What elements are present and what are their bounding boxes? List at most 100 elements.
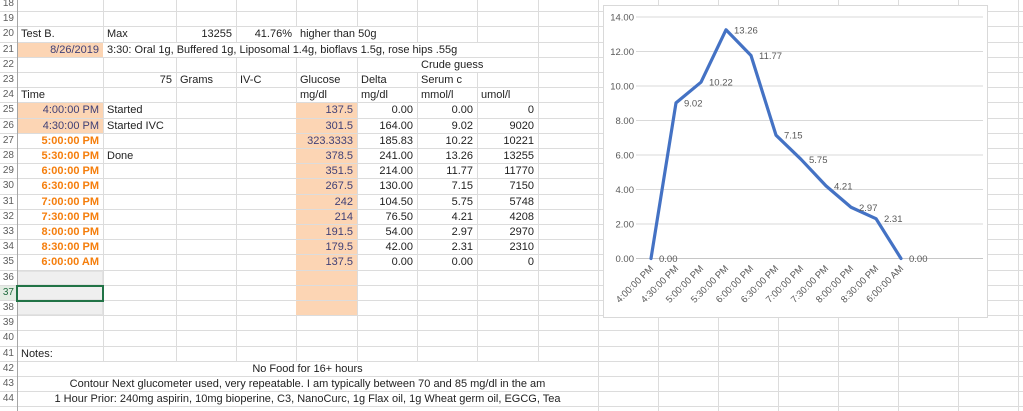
cell-max-value[interactable]: 13255 — [201, 28, 232, 41]
cell-time[interactable]: 6:00:00 PM — [41, 165, 99, 178]
cell-date[interactable]: 8/26/2019 — [17, 42, 103, 57]
row-header-26[interactable]: 26 — [2, 119, 14, 131]
cell-time[interactable]: 7:00:00 PM — [41, 195, 99, 208]
cell-glucose[interactable]: 137.5 — [296, 255, 357, 270]
cell-serum[interactable]: 4.21 — [451, 210, 473, 223]
active-cell-selection[interactable] — [16, 284, 104, 302]
cell-time[interactable]: 4:30:00 PM — [17, 118, 103, 133]
cell-delta[interactable]: 0.00 — [391, 104, 413, 117]
cell-glucose[interactable]: 267.5 — [296, 179, 357, 194]
cell-ivc-label[interactable]: IV-C — [240, 74, 262, 86]
cell-glucose[interactable]: 214 — [296, 209, 357, 224]
row-header-27[interactable]: 27 — [2, 134, 14, 146]
cell-serum-header[interactable]: Serum c — [421, 74, 462, 86]
row-header-36[interactable]: 36 — [2, 271, 14, 283]
cell-serum[interactable]: 0.00 — [451, 256, 473, 269]
cell-umol[interactable]: 9020 — [509, 119, 534, 132]
cell-glucose[interactable]: 191.5 — [296, 225, 357, 240]
cell-note[interactable]: Done — [107, 150, 134, 162]
cell-umol[interactable]: 0 — [527, 104, 534, 117]
cell-time[interactable]: 5:30:00 PM — [41, 150, 99, 162]
cell-delta[interactable]: 76.50 — [385, 210, 413, 223]
cell-time[interactable]: 8:30:00 PM — [41, 241, 99, 254]
cell-umol[interactable]: 10221 — [503, 134, 534, 147]
cell-glucose[interactable]: 242 — [296, 194, 357, 209]
cell-time-empty[interactable] — [17, 270, 103, 285]
cell-note[interactable]: Started — [107, 104, 143, 117]
row-header-28[interactable]: 28 — [2, 150, 14, 161]
cell-glucose-empty[interactable] — [296, 270, 357, 285]
cell-glucose[interactable]: 323.3333 — [296, 133, 357, 148]
cell-delta[interactable]: 0.00 — [391, 256, 413, 269]
cell-serum[interactable]: 2.31 — [451, 241, 473, 254]
cell-umol[interactable]: 7150 — [509, 180, 534, 193]
cell-glucose[interactable]: 137.5 — [296, 103, 357, 118]
cell-time[interactable]: 8:00:00 PM — [41, 226, 99, 238]
cell-serum[interactable]: 7.15 — [451, 180, 473, 193]
row-header-32[interactable]: 32 — [2, 210, 14, 222]
cell-note-line1[interactable]: No Food for 16+ hours — [252, 362, 363, 375]
cell-grams-label[interactable]: Grams — [180, 74, 213, 86]
cell-delta[interactable]: 214.00 — [379, 165, 413, 178]
row-header-24[interactable]: 24 — [2, 89, 14, 101]
serum-line-chart[interactable]: 0.00 2.00 4.00 6.00 8.00 10.00 12.00 14.00 4:00:… — [603, 5, 988, 318]
row-header-38[interactable]: 38 — [2, 302, 14, 313]
cell-max-label[interactable]: Max — [107, 28, 128, 41]
cell-delta[interactable]: 104.50 — [379, 195, 413, 208]
cell-serum[interactable]: 2.97 — [451, 226, 473, 238]
cell-serum-unit[interactable]: mmol/l — [421, 89, 454, 102]
row-header-37[interactable]: 37 — [0, 285, 17, 300]
cell-glucose[interactable]: 351.5 — [296, 164, 357, 179]
cell-note[interactable]: Started IVC — [107, 119, 164, 132]
cell-grams-value[interactable]: 75 — [159, 74, 172, 86]
cell-glucose-empty[interactable] — [296, 301, 357, 316]
cell-serum[interactable]: 0.00 — [451, 104, 473, 117]
row-header-34[interactable]: 34 — [2, 241, 14, 253]
cell-glucose[interactable]: 179.5 — [296, 240, 357, 255]
cell-umol[interactable]: 2310 — [509, 241, 534, 254]
cell-time-header[interactable]: Time — [21, 89, 46, 102]
cell-delta[interactable]: 54.00 — [385, 226, 413, 238]
cell-delta[interactable]: 164.00 — [379, 119, 413, 132]
row-header-23[interactable]: 23 — [2, 74, 14, 85]
cell-time[interactable]: 5:00:00 PM — [41, 134, 99, 147]
row-header-25[interactable]: 25 — [2, 104, 14, 116]
row-header-30[interactable]: 30 — [2, 180, 14, 192]
cell-note-line3[interactable]: 1 Hour Prior: 240mg aspirin, 10mg bioper… — [54, 393, 561, 406]
cell-test-title[interactable]: Test B. — [21, 28, 55, 41]
row-header-19[interactable]: 19 — [2, 13, 14, 25]
cell-serum[interactable]: 10.22 — [445, 134, 473, 147]
row-header-42[interactable]: 42 — [2, 362, 14, 374]
cell-glucose[interactable]: 301.5 — [296, 118, 357, 133]
cell-crude-guess[interactable]: Crude guess — [417, 57, 499, 72]
row-header-29[interactable]: 29 — [2, 165, 14, 177]
row-header-22[interactable]: 22 — [2, 58, 14, 70]
row-header-44[interactable]: 44 — [2, 393, 14, 405]
cell-umol[interactable]: 4208 — [509, 210, 534, 223]
cell-max-note[interactable]: higher than 50g — [296, 27, 406, 42]
cell-umol[interactable]: 11770 — [504, 165, 534, 178]
row-header-33[interactable]: 33 — [2, 226, 14, 237]
row-header-35[interactable]: 35 — [2, 256, 14, 268]
cell-delta[interactable]: 42.00 — [385, 241, 413, 254]
cell-time[interactable]: 7:30:00 PM — [41, 210, 99, 223]
cell-umol[interactable]: 13255 — [503, 150, 534, 162]
cell-serum[interactable]: 11.77 — [446, 165, 473, 178]
cell-delta[interactable]: 130.00 — [379, 180, 413, 193]
cell-notes-label[interactable]: Notes: — [21, 347, 53, 360]
cell-umol[interactable]: 0 — [527, 256, 534, 269]
row-header-21[interactable]: 21 — [2, 43, 14, 55]
cell-serum[interactable]: 5.75 — [451, 195, 473, 208]
cell-time-empty[interactable] — [17, 301, 103, 316]
cell-glucose-empty[interactable] — [296, 285, 357, 300]
row-header-20[interactable]: 20 — [2, 28, 14, 40]
cell-time[interactable]: 6:30:00 PM — [41, 180, 99, 193]
row-header-18[interactable]: 18 — [2, 0, 14, 9]
cell-time[interactable]: 6:00:00 AM — [41, 256, 99, 269]
cell-delta-unit[interactable]: mg/dl — [361, 89, 388, 102]
cell-glucose[interactable]: 378.5 — [296, 149, 357, 164]
cell-umol-unit[interactable]: umol/l — [481, 89, 511, 102]
cell-delta-header[interactable]: Delta — [361, 74, 387, 86]
cell-time[interactable]: 4:00:00 PM — [17, 103, 103, 118]
cell-protocol[interactable]: 3:30: Oral 1g, Buffered 1g, Liposomal 1.… — [103, 42, 501, 57]
